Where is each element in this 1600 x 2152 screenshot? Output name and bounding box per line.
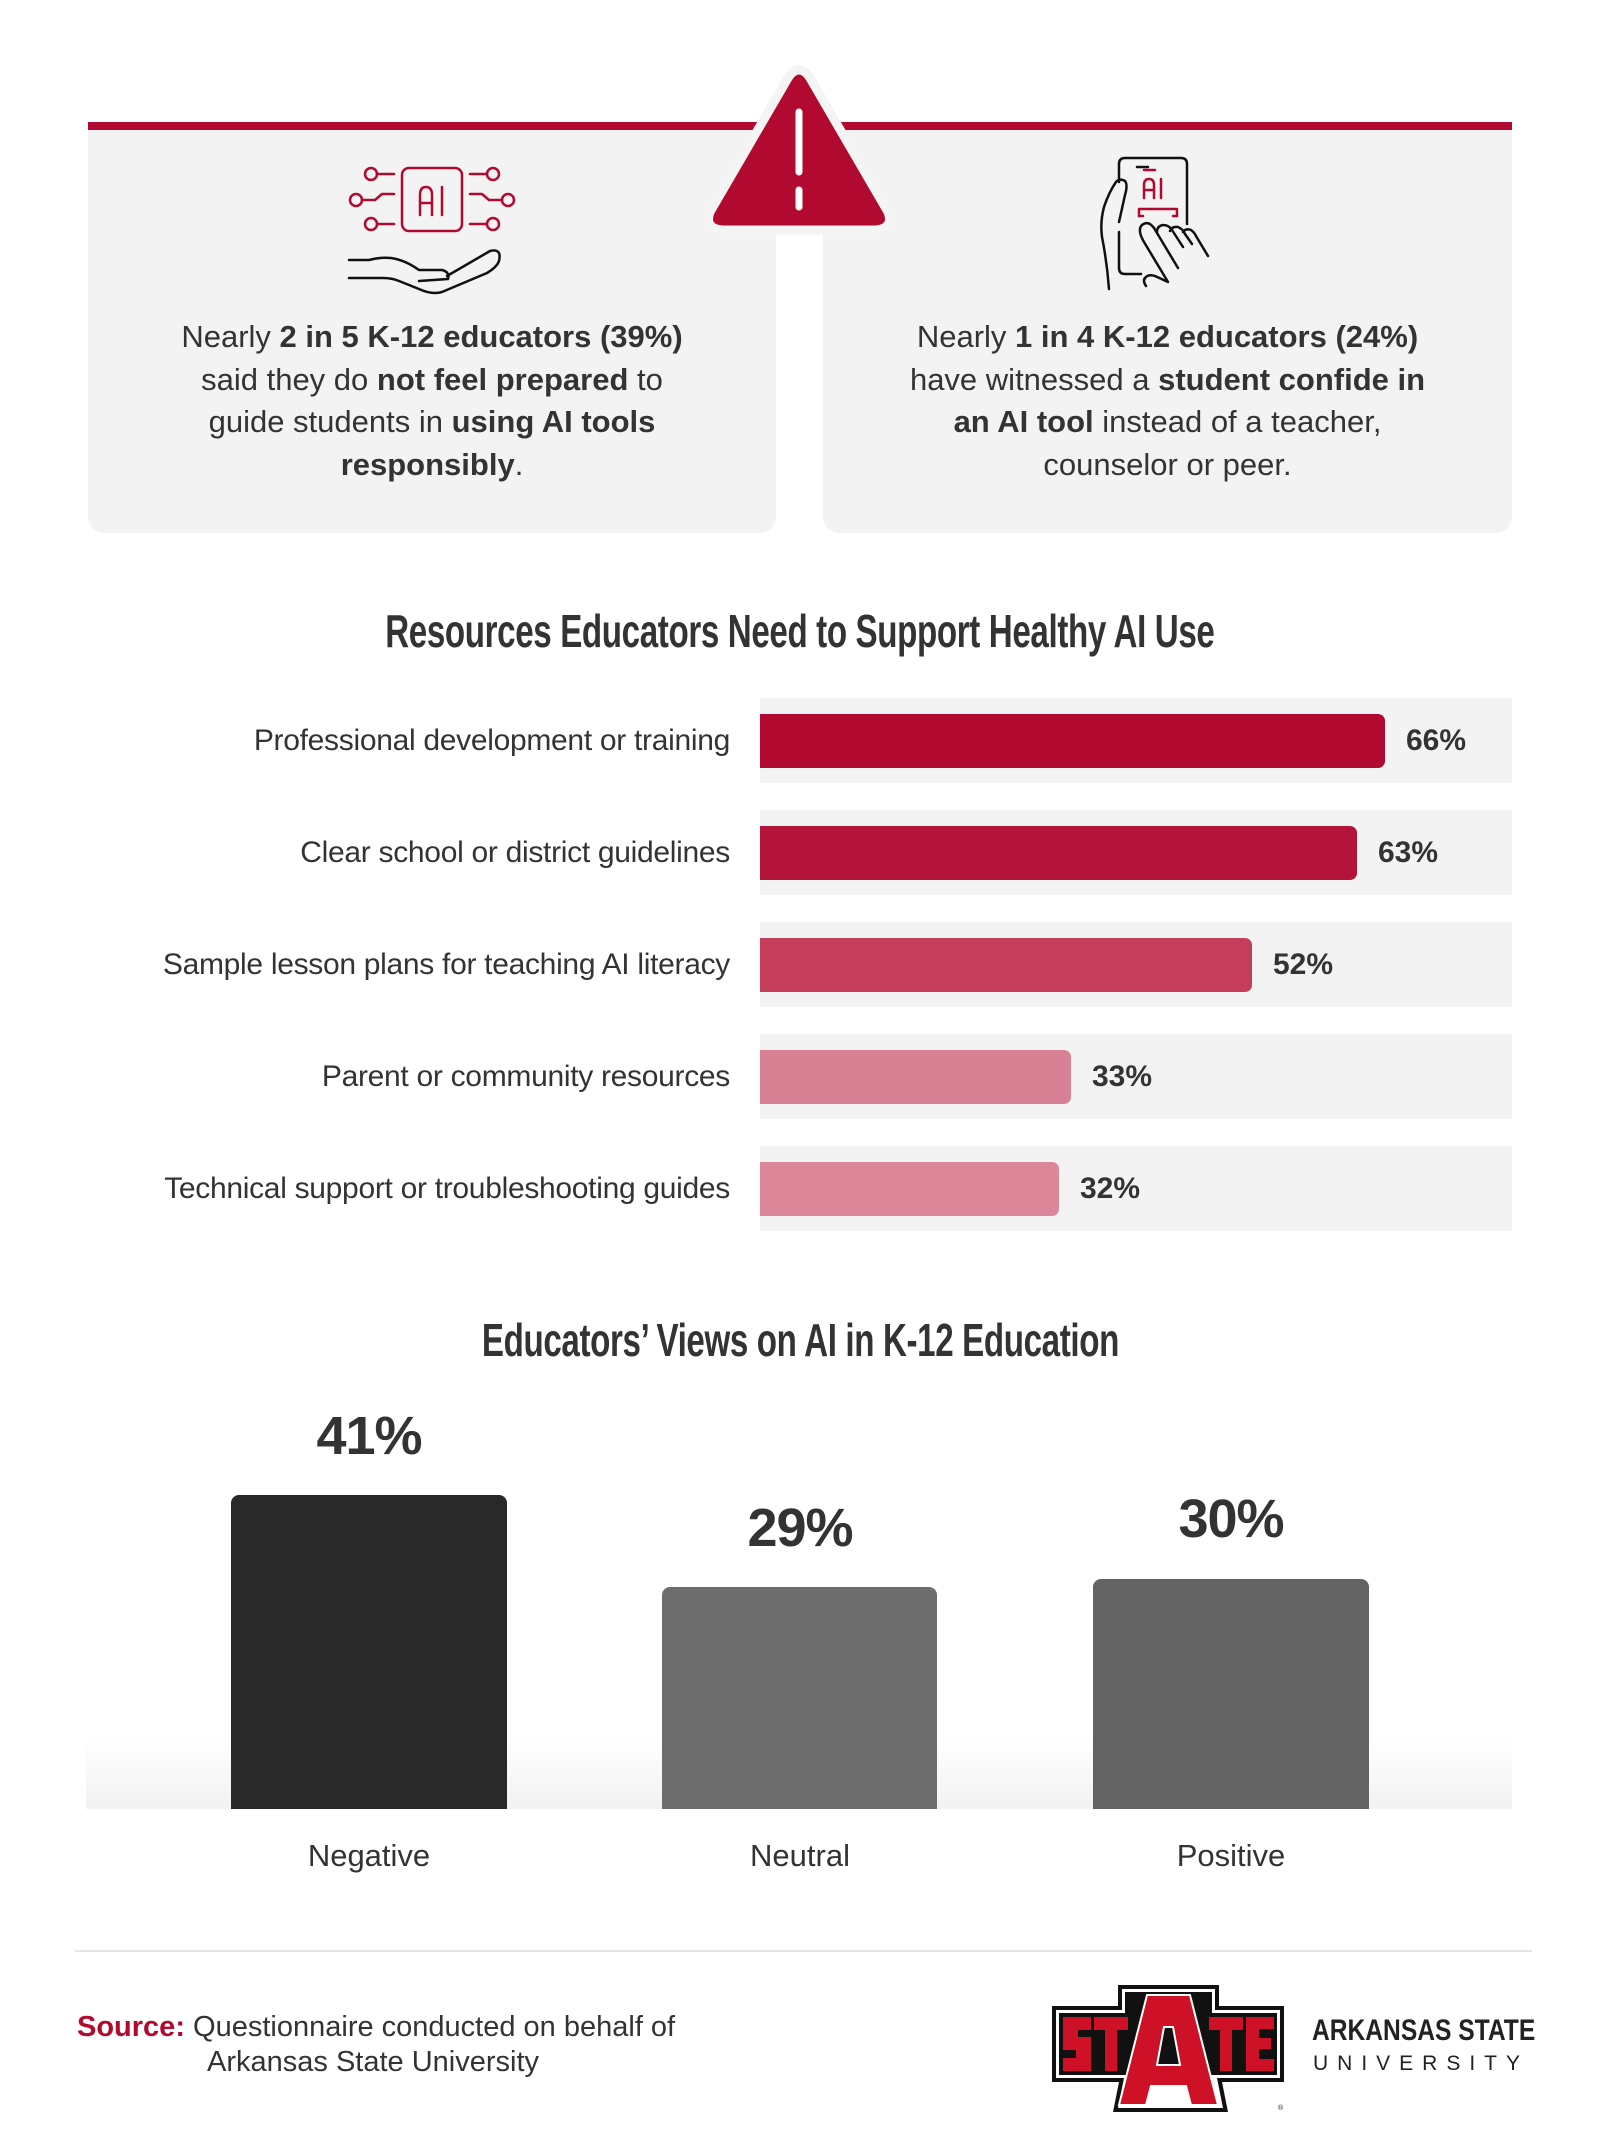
bar-track: 33% [760, 1034, 1512, 1119]
bar [760, 714, 1385, 768]
bar-row: Professional development or training 66% [0, 698, 1600, 783]
bar-value: 30% [1178, 1489, 1284, 1549]
source-line-2: Arkansas State University [207, 2046, 540, 2078]
logo-subtitle: UNIVERSITY [1313, 2052, 1530, 2075]
stat-line: an AI tool instead of a teacher, [953, 404, 1382, 439]
bar-track: 52% [760, 922, 1512, 1007]
source-line-1: Questionnaire conducted on behalf of [193, 2011, 676, 2043]
source-label: Source: [77, 2011, 185, 2043]
stat-line: Nearly 1 in 4 K-12 educators (24%) [916, 319, 1419, 354]
stat-line: have witnessed a student confide in [909, 361, 1426, 397]
stat-line: said they do not feel prepared to [201, 361, 663, 397]
bar-label: Sample lesson plans for teaching AI lite… [162, 948, 730, 981]
category-label: Negative [307, 1838, 431, 1873]
card-gap [776, 220, 823, 540]
bar-value: 41% [316, 1406, 422, 1466]
svg-text:®: ® [1278, 2104, 1284, 2112]
bar [760, 826, 1357, 880]
bar-value: 32% [1080, 1172, 1141, 1205]
arkansas-state-logo-icon: ® [1052, 1985, 1284, 2112]
phone-ai-tap-icon [1100, 156, 1210, 291]
stat-line: counselor or peer. [1043, 446, 1292, 482]
bar-value: 29% [747, 1498, 853, 1558]
bar-value: 66% [1406, 724, 1467, 757]
bar-track: 32% [760, 1146, 1512, 1231]
logo-name: ARKANSAS STATE [1312, 2014, 1536, 2047]
bar-value: 52% [1273, 948, 1334, 981]
bar-positive [1093, 1579, 1369, 1809]
chart-title-resources: Resources Educators Need to Support Heal… [385, 605, 1215, 657]
source-note: Source: Questionnaire conducted on behal… [77, 2010, 675, 2080]
bar-row: Parent or community resources 33% [0, 1034, 1600, 1119]
footer-divider [75, 1950, 1532, 1952]
bar-track: 63% [760, 810, 1512, 895]
warning-triangle-icon [704, 65, 894, 235]
bar [760, 938, 1252, 992]
bar-row: Technical support or troubleshooting gui… [0, 1146, 1600, 1231]
category-label: Neutral [750, 1838, 850, 1873]
bar-track: 66% [760, 698, 1512, 783]
stat-card-confide: Nearly 1 in 4 K-12 educators (24%) have … [823, 122, 1512, 533]
bar-row: Sample lesson plans for teaching AI lite… [0, 922, 1600, 1007]
ai-chip-hand-icon [347, 166, 516, 295]
bar-label: Clear school or district guidelines [300, 836, 730, 869]
bar [760, 1050, 1071, 1104]
stat-line: responsibly. [340, 446, 524, 482]
bar [760, 1162, 1059, 1216]
stat-text-prepared: Nearly 2 in 5 K-12 educators (39%) said … [108, 316, 756, 486]
bar-value: 63% [1378, 836, 1439, 869]
chart-title-views: Educators’ Views on AI in K-12 Education [481, 1314, 1119, 1366]
bar-neutral [662, 1587, 937, 1809]
stat-card-prepared: Nearly 2 in 5 K-12 educators (39%) said … [88, 122, 776, 533]
bar-label: Parent or community resources [321, 1060, 730, 1093]
bar-negative [231, 1495, 507, 1809]
stat-line: guide students in using AI tools [208, 404, 656, 439]
bar-value: 33% [1092, 1060, 1153, 1093]
bar-label: Professional development or training [253, 724, 730, 757]
category-label: Positive [1176, 1838, 1286, 1873]
bar-label: Technical support or troubleshooting gui… [164, 1172, 730, 1205]
stat-line: Nearly 2 in 5 K-12 educators (39%) [181, 319, 683, 354]
bar-row: Clear school or district guidelines 63% [0, 810, 1600, 895]
stat-text-confide: Nearly 1 in 4 K-12 educators (24%) have … [843, 316, 1492, 486]
